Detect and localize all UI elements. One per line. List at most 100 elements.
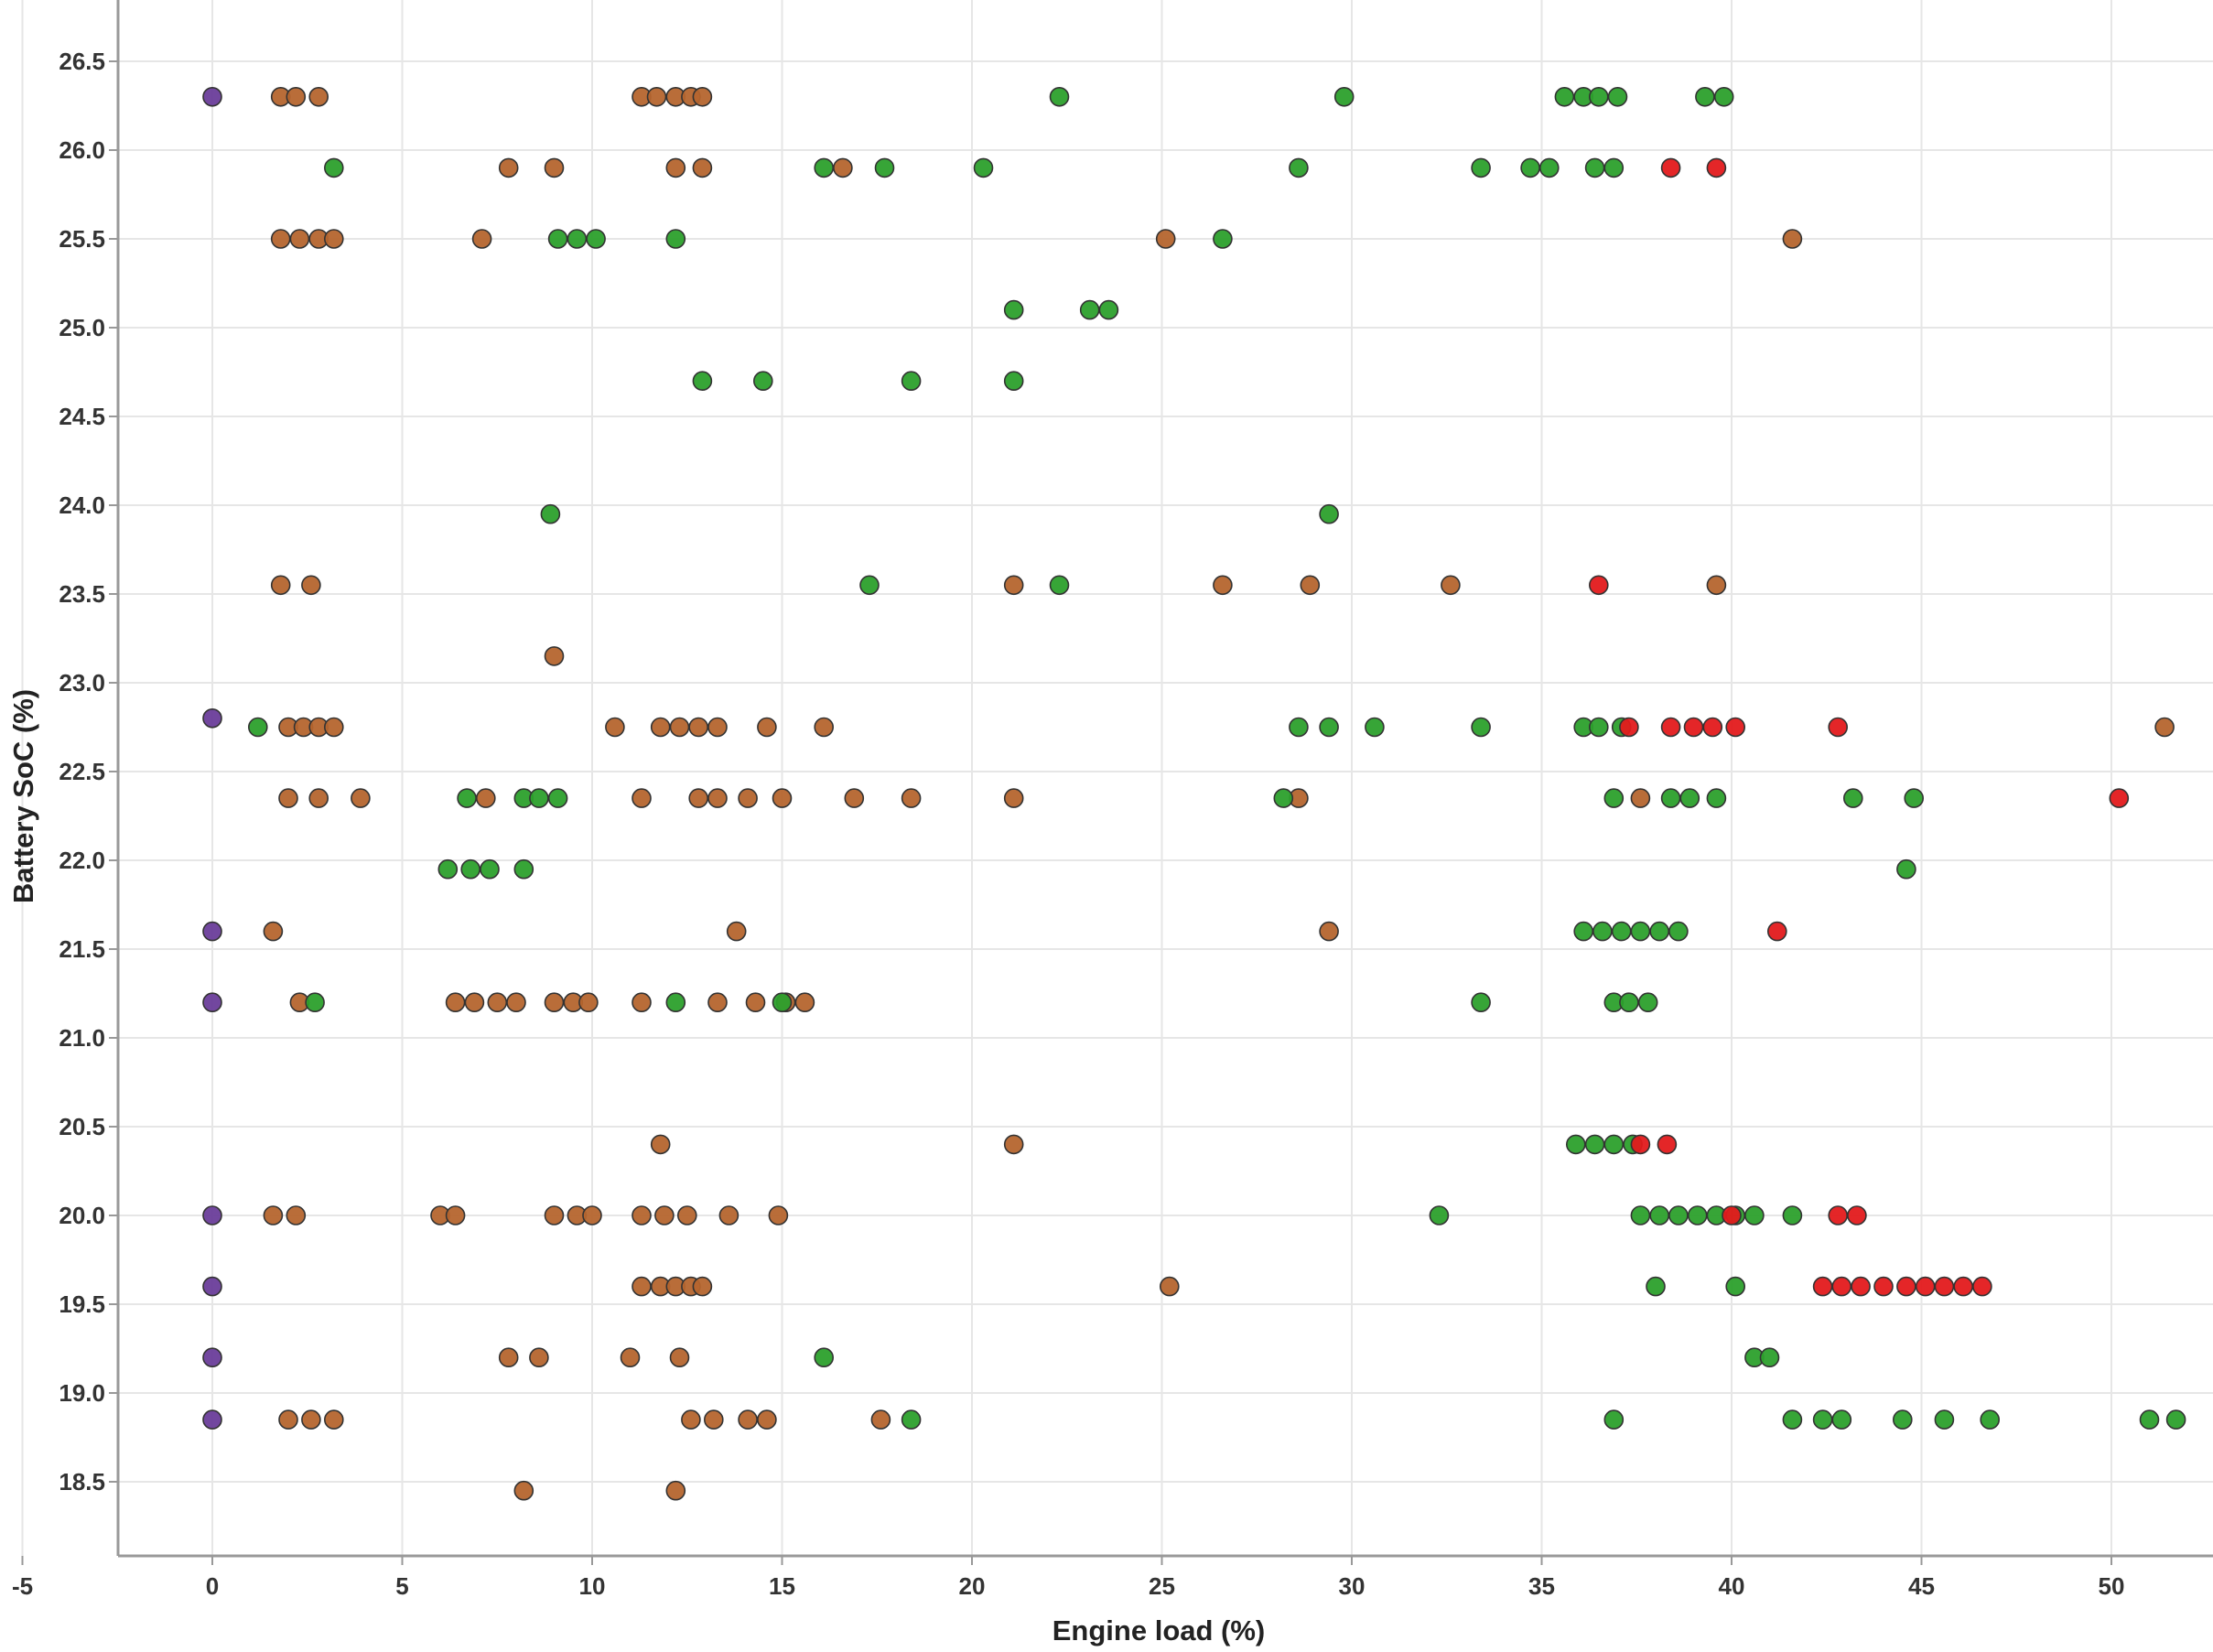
data-point bbox=[323, 229, 344, 249]
data-point bbox=[1630, 1134, 1651, 1155]
data-point bbox=[1539, 157, 1560, 178]
data-point bbox=[567, 229, 588, 249]
data-point bbox=[745, 992, 766, 1012]
data-point bbox=[1934, 1409, 1955, 1430]
data-point bbox=[286, 1205, 307, 1226]
data-point bbox=[665, 992, 686, 1012]
data-point bbox=[1603, 1409, 1625, 1430]
x-tick-label: 40 bbox=[1719, 1572, 1745, 1600]
data-point bbox=[794, 992, 815, 1012]
data-point bbox=[1003, 371, 1024, 392]
grid-lines bbox=[21, 0, 2213, 1556]
data-point bbox=[464, 992, 485, 1012]
data-point bbox=[1904, 788, 1924, 808]
data-point bbox=[513, 858, 534, 880]
data-point bbox=[1441, 575, 1461, 596]
data-point bbox=[547, 229, 568, 249]
data-point bbox=[901, 371, 922, 392]
data-point bbox=[650, 717, 671, 738]
data-point bbox=[738, 788, 758, 808]
y-tick-label: 20.5 bbox=[59, 1113, 105, 1140]
data-point bbox=[1660, 788, 1681, 808]
data-point bbox=[323, 717, 344, 738]
data-point bbox=[437, 858, 459, 880]
data-point bbox=[263, 921, 284, 942]
data-point bbox=[2109, 788, 2130, 808]
data-point bbox=[632, 992, 652, 1012]
data-point bbox=[202, 1276, 222, 1297]
data-point bbox=[681, 1409, 701, 1430]
data-point bbox=[676, 1205, 697, 1226]
y-tick-label: 25.0 bbox=[59, 314, 105, 341]
data-point bbox=[707, 788, 728, 808]
data-point bbox=[498, 1347, 519, 1367]
data-point bbox=[1831, 1409, 1852, 1430]
x-tick-label: -5 bbox=[12, 1572, 33, 1600]
x-tick-label: 50 bbox=[2099, 1572, 2125, 1600]
data-point bbox=[1079, 299, 1100, 320]
data-point bbox=[692, 87, 713, 107]
data-point bbox=[1589, 87, 1609, 107]
x-tick-labels: -505101520253035404550556065707580859095… bbox=[12, 1572, 2125, 1600]
data-point bbox=[632, 1276, 652, 1297]
data-point bbox=[1098, 299, 1119, 320]
y-tick-labels: 18.5 19.0 19.5 20.0 20.5 21.0 21.5 22.0 22.5 23.0… bbox=[59, 48, 105, 1495]
data-point bbox=[1365, 717, 1385, 738]
data-point bbox=[692, 1276, 713, 1297]
data-point bbox=[665, 1480, 686, 1501]
data-point bbox=[1619, 717, 1639, 738]
data-point bbox=[1003, 575, 1024, 596]
data-point bbox=[578, 992, 599, 1012]
data-point bbox=[351, 788, 371, 808]
data-point bbox=[1213, 575, 1233, 596]
data-point bbox=[1003, 1134, 1024, 1155]
data-point bbox=[859, 575, 880, 596]
data-point bbox=[1637, 992, 1658, 1012]
y-tick-label: 22.0 bbox=[59, 847, 105, 874]
data-point bbox=[901, 1409, 922, 1430]
data-point bbox=[305, 992, 325, 1012]
data-point bbox=[688, 788, 709, 808]
x-axis-title: Engine load (%) bbox=[1053, 1614, 1266, 1647]
data-point bbox=[2154, 717, 2175, 738]
data-points bbox=[202, 87, 2186, 1501]
data-point bbox=[1646, 1276, 1666, 1297]
data-point bbox=[665, 229, 686, 249]
data-point bbox=[1566, 1134, 1586, 1155]
data-point bbox=[1619, 992, 1639, 1012]
x-tick-label: 25 bbox=[1149, 1572, 1175, 1600]
data-point bbox=[1300, 575, 1321, 596]
data-point bbox=[301, 575, 321, 596]
data-point bbox=[814, 157, 835, 178]
data-point bbox=[1584, 157, 1605, 178]
data-point bbox=[1049, 87, 1070, 107]
data-point bbox=[870, 1409, 891, 1430]
data-point bbox=[1713, 87, 1734, 107]
data-point bbox=[1554, 87, 1575, 107]
data-point bbox=[1155, 229, 1176, 249]
data-point bbox=[301, 1409, 321, 1430]
data-point bbox=[814, 1347, 835, 1367]
data-point bbox=[757, 1409, 777, 1430]
data-point bbox=[1896, 1276, 1916, 1297]
data-point bbox=[202, 1409, 222, 1430]
data-point bbox=[1592, 921, 1613, 942]
data-point bbox=[544, 1205, 565, 1226]
data-point bbox=[270, 229, 291, 249]
data-point bbox=[768, 1205, 789, 1226]
y-tick-label: 26.5 bbox=[59, 48, 105, 75]
data-point bbox=[471, 229, 492, 249]
data-point bbox=[1683, 717, 1704, 738]
data-point bbox=[289, 229, 310, 249]
data-point bbox=[1649, 1205, 1669, 1226]
x-tick-label: 15 bbox=[769, 1572, 795, 1600]
axes bbox=[21, 0, 2213, 1565]
data-point bbox=[540, 503, 561, 524]
data-point bbox=[506, 992, 526, 1012]
data-point bbox=[1660, 717, 1681, 738]
data-point bbox=[1003, 788, 1024, 808]
data-point bbox=[1649, 921, 1669, 942]
data-point bbox=[669, 1347, 690, 1367]
x-tick-label: 35 bbox=[1528, 1572, 1555, 1600]
